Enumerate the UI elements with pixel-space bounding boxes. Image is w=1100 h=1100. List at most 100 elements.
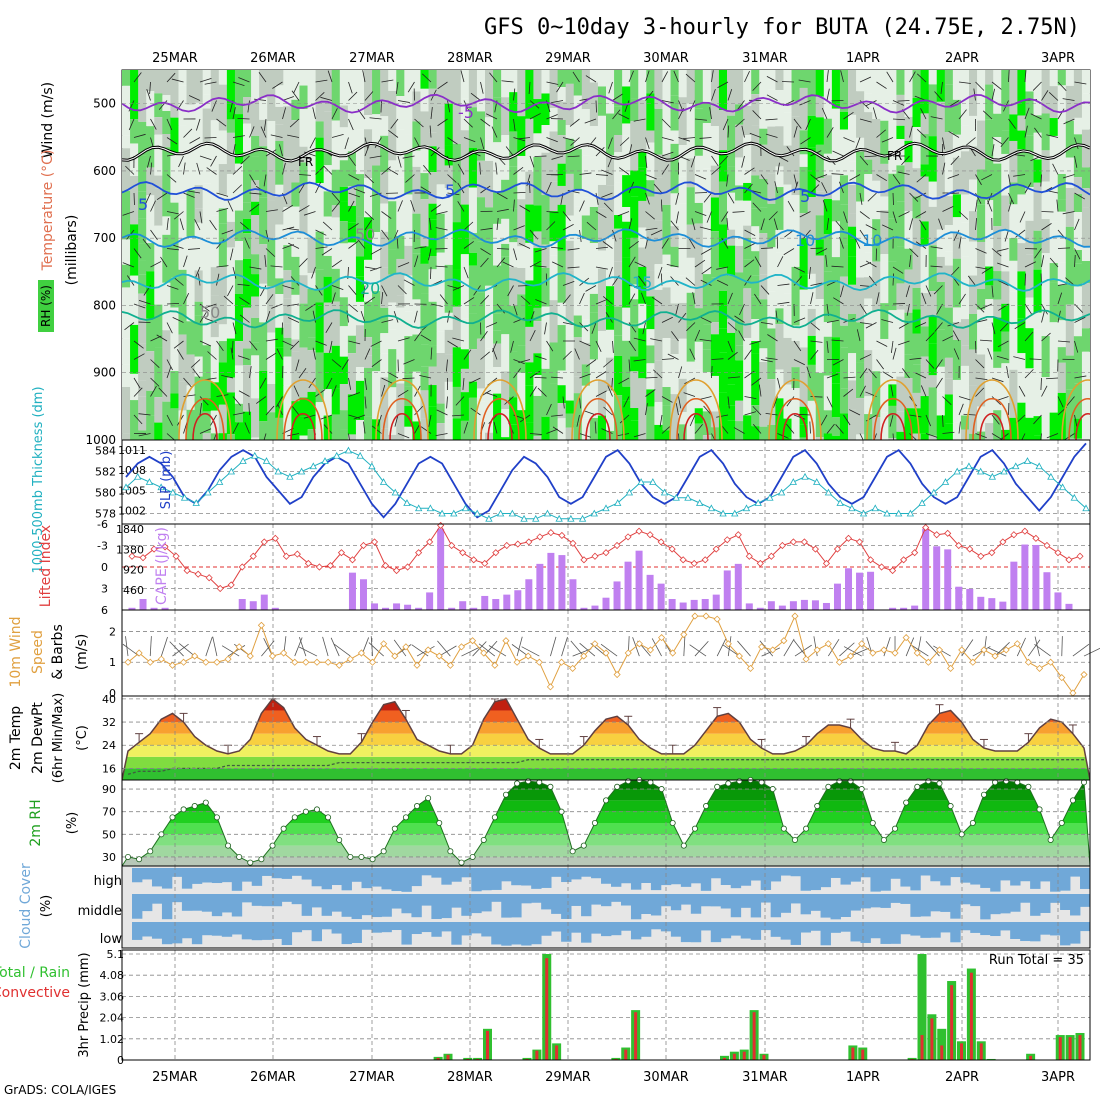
thickness-tick: 584 — [95, 445, 116, 458]
lifted-point — [348, 556, 357, 564]
rh-cell — [218, 208, 228, 224]
wind-barb — [909, 218, 913, 231]
wind-barb — [624, 100, 630, 112]
wind-barb — [231, 340, 234, 354]
rh-cell — [597, 150, 607, 185]
rh-cell — [404, 134, 413, 152]
rh-cell — [259, 322, 268, 371]
pressure-tick-label: 600 — [93, 164, 116, 178]
rh-cell — [388, 160, 397, 202]
rh-cell — [864, 112, 873, 160]
rh-band — [122, 811, 1090, 823]
rh-cell — [727, 405, 736, 421]
wind-barb — [909, 433, 918, 440]
cloud-bar — [1030, 922, 1041, 942]
rh-cell — [372, 114, 381, 145]
rh-cell — [646, 130, 655, 143]
rh-cell — [299, 162, 309, 185]
cloud-bar — [920, 922, 931, 938]
rh-cell — [452, 347, 462, 387]
cloud-bar — [680, 922, 692, 943]
wind-barb — [987, 348, 993, 360]
rh-cell — [807, 273, 817, 309]
rh-cell — [355, 276, 365, 302]
cloud-bar — [441, 894, 452, 919]
rh-cell — [944, 251, 954, 266]
wind-barb — [265, 310, 271, 323]
rh-cell — [630, 408, 639, 421]
temp-line — [122, 697, 1090, 780]
wind-barb — [537, 387, 547, 397]
wind-barb — [719, 155, 729, 165]
wind-barb — [711, 166, 721, 175]
wind-barb — [947, 322, 960, 327]
lifted-point — [437, 521, 445, 529]
warm-contour — [683, 412, 709, 440]
rh-cell — [678, 176, 688, 204]
rh-cell — [1025, 328, 1035, 369]
wind-barb — [826, 127, 834, 138]
cloud-bar — [980, 922, 991, 936]
lifted-point — [492, 549, 500, 557]
thickness-point — [461, 504, 470, 512]
rh-cell — [694, 423, 704, 440]
rh-cell — [1065, 157, 1075, 188]
wind-barb — [1074, 137, 1079, 150]
wind-barb — [942, 162, 946, 175]
cloud-bar — [371, 922, 382, 933]
wind-barb — [470, 92, 481, 101]
rh-cell — [823, 336, 833, 376]
conv-precip-bar — [1068, 1037, 1072, 1060]
rh-cell — [1033, 312, 1043, 330]
rh-cell — [468, 233, 478, 253]
rh-cell — [815, 96, 825, 118]
rh-cell — [412, 421, 422, 440]
wind-barb — [429, 218, 432, 231]
wind-barb — [975, 81, 985, 91]
rh-cell — [162, 147, 171, 191]
wind-barb — [407, 81, 415, 93]
wind-barb — [1024, 107, 1030, 120]
wind-barb — [909, 125, 913, 138]
conv-precip-bar — [436, 1057, 440, 1060]
cape-bar — [988, 598, 996, 610]
cape-bar — [756, 607, 764, 610]
rh-cell — [388, 387, 397, 435]
rh-cell — [1073, 263, 1083, 287]
rh-cell — [815, 70, 825, 97]
cloud-bar — [501, 868, 512, 882]
rh-cell — [904, 70, 914, 117]
precip-tick: 5.1 — [107, 948, 125, 961]
rh-cell — [597, 250, 607, 269]
wind-barb — [528, 81, 531, 94]
rh-cell — [751, 208, 760, 227]
wind-barb — [810, 322, 820, 331]
cloud-bar — [960, 868, 971, 883]
wind-barb — [766, 94, 778, 101]
top-date-label: 1APR — [846, 51, 880, 66]
warm-contour — [585, 412, 611, 440]
wind10m-barb — [827, 638, 840, 657]
rh-cell — [670, 339, 680, 355]
rh-cell — [1073, 286, 1083, 337]
rh-cell — [630, 420, 639, 440]
wind-barb — [436, 409, 448, 416]
wind-barb — [562, 294, 571, 305]
wind-barb — [513, 191, 526, 194]
lifted-point — [337, 549, 346, 557]
rh-cell — [186, 354, 196, 386]
rh-cell — [146, 70, 155, 92]
rh-cell — [355, 420, 365, 440]
wind-barb — [793, 125, 798, 138]
wind-barb — [348, 192, 360, 198]
rh-cell — [1009, 182, 1018, 205]
cloud-bar — [900, 922, 911, 935]
wind-barb — [216, 273, 220, 286]
cape-bar — [723, 570, 731, 610]
rh-point — [858, 786, 865, 793]
wind10m-point — [213, 658, 221, 666]
wind-barb — [786, 146, 795, 157]
wind10m-point — [835, 658, 844, 666]
rh-cell — [291, 316, 301, 340]
rh-cell — [686, 103, 696, 135]
